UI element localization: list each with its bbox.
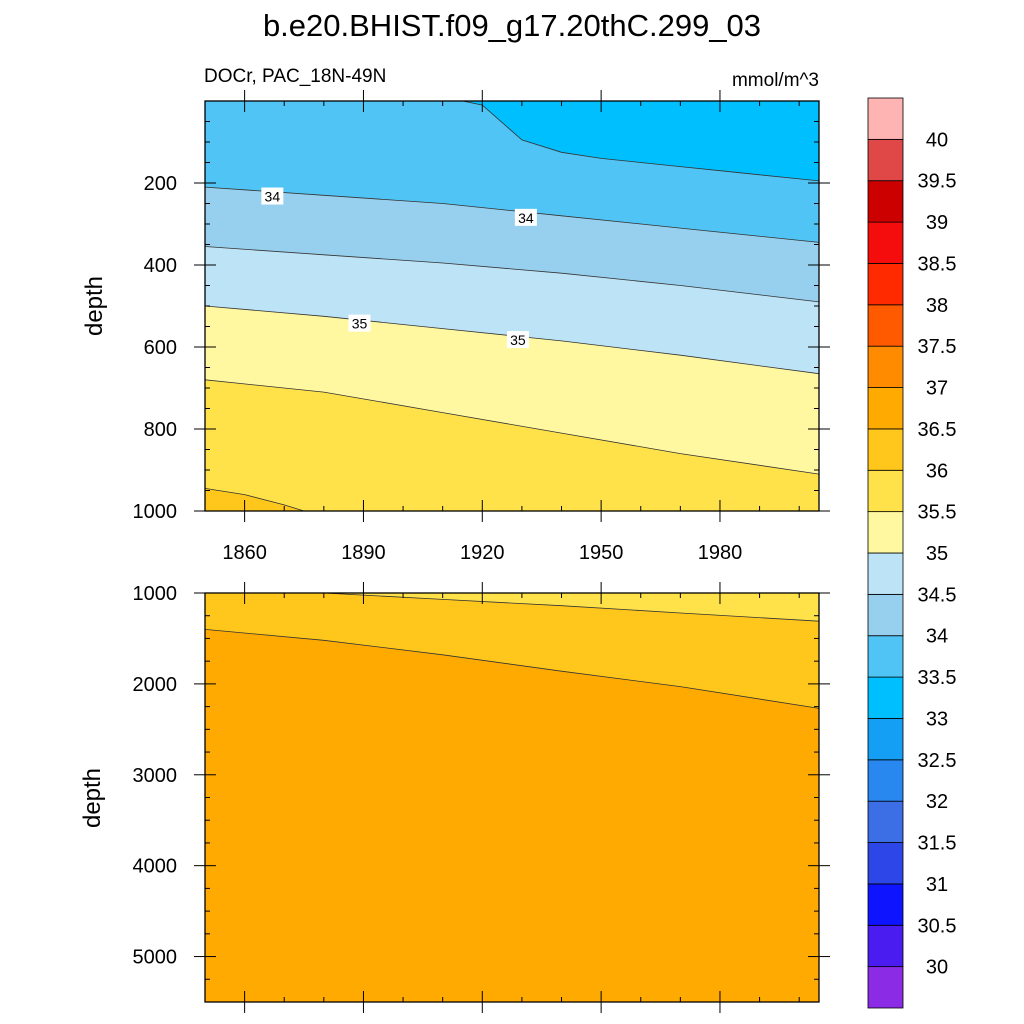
contour-label-bg-1 (514, 208, 537, 226)
contour-line-0-5 (204, 488, 305, 512)
y-tick-label: 2000 (133, 674, 178, 696)
contour-line-1-1 (204, 629, 820, 709)
contour-line-0-2 (204, 246, 820, 303)
colorbar-label: 39 (926, 212, 948, 234)
y-tick-label: 200 (144, 173, 177, 195)
y-tick-label: 4000 (133, 856, 178, 878)
x-tick-label: 1860 (222, 542, 267, 564)
upper-y-axis-label: depth (81, 276, 108, 336)
upper-panel: DOCr, PAC_18N-49N mmol/m^3 34 34 35 35 1860… (81, 66, 830, 564)
colorbar-box-5 (867, 759, 904, 802)
colorbar-label: 34.5 (918, 584, 957, 606)
colorbar-box-9 (867, 593, 904, 637)
colorbar-label: 40 (926, 129, 948, 151)
colorbar-label: 33 (926, 709, 948, 731)
colorbar-box-11 (867, 511, 904, 554)
y-tick-label: 600 (144, 337, 177, 359)
upper-left-label: DOCr, PAC_18N-49N (204, 66, 386, 87)
colorbar-box-13 (867, 428, 904, 471)
colorbar-label: 38 (926, 295, 948, 317)
colorbar-box-4 (867, 800, 904, 843)
colorbar-box-15 (867, 345, 904, 388)
upper-axes: 1860 1890 1920 1950 1980 200 400 600 800 1000 (133, 90, 830, 564)
y-tick-label: 800 (144, 419, 177, 441)
colorbar-label: 31 (926, 874, 948, 896)
y-tick-label: 1000 (133, 501, 178, 523)
colorbar-label: 30 (926, 957, 948, 979)
upper-contour-lines (204, 100, 820, 512)
colorbar-box-20 (867, 138, 904, 182)
colorbar-label: 32 (926, 791, 948, 813)
contour-label-bg-2 (348, 314, 371, 332)
contour-band-1-0 (205, 593, 819, 622)
lower-axes: 1000 2000 3000 4000 5000 (133, 582, 830, 1013)
contour-label-bg-3 (506, 331, 529, 349)
upper-contour-labels: 34 34 35 35 (261, 187, 537, 349)
colorbar-label: 36 (926, 460, 948, 482)
x-tick-label: 1950 (579, 542, 624, 564)
colorbar-box-7 (867, 676, 904, 719)
contour-label-3: 35 (510, 332, 526, 348)
colorbar-box-18 (867, 221, 904, 264)
colorbar-label: 36.5 (918, 419, 957, 441)
y-tick-label: 5000 (133, 947, 178, 969)
y-tick-label: 3000 (133, 765, 178, 787)
contour-band-1-1 (205, 593, 819, 709)
colorbar-label: 38.5 (918, 254, 957, 276)
contour-band-1-2 (205, 593, 819, 1002)
upper-contour-fills (205, 101, 819, 511)
colorbar-box-6 (867, 718, 904, 761)
colorbar-label: 34 (926, 626, 948, 648)
upper-units-label: mmol/m^3 (732, 70, 819, 91)
contour-label-0: 34 (265, 189, 281, 205)
colorbar-label: 39.5 (918, 171, 957, 193)
contour-band-0-0 (205, 101, 819, 181)
x-tick-label: 1980 (698, 542, 743, 564)
colorbar-box-10 (867, 552, 904, 595)
contour-line-0-4 (204, 379, 820, 475)
colorbar-box-0 (867, 966, 904, 1009)
colorbar-box-12 (867, 469, 904, 513)
lower-y-axis-label: depth (79, 768, 106, 828)
colorbar-label: 35.5 (918, 502, 957, 524)
contour-line-0-1 (204, 186, 820, 243)
contour-label-bg-0 (261, 187, 284, 205)
colorbar-box-2 (867, 883, 904, 926)
chart-title: b.e20.BHIST.f09_g17.20thC.299_03 (263, 8, 761, 43)
colorbar-box-8 (867, 635, 904, 678)
contour-line-0-3 (204, 305, 820, 375)
colorbar-box-21 (867, 97, 904, 140)
colorbar-label: 35 (926, 543, 948, 565)
contour-label-2: 35 (352, 316, 368, 332)
colorbar-label: 33.5 (918, 667, 957, 689)
colorbar-box-1 (867, 924, 904, 968)
colorbar: 30 30.5 31 31.5 32 32.5 33 33.5 34 34.5 35 35.5 36 36… (867, 97, 957, 1009)
colorbar-box-14 (867, 387, 904, 430)
contour-label-1: 34 (518, 210, 534, 226)
x-tick-label: 1890 (341, 542, 386, 564)
colorbar-box-16 (867, 304, 904, 347)
colorbar-label: 32.5 (918, 750, 957, 772)
lower-panel: 1000 2000 3000 4000 5000 depth (79, 582, 830, 1013)
colorbar-box-17 (867, 263, 904, 306)
y-tick-label: 400 (144, 255, 177, 277)
y-tick-label: 1000 (133, 583, 178, 605)
colorbar-label: 30.5 (918, 915, 957, 937)
lower-contour-fills (205, 593, 819, 1002)
colorbar-label: 37.5 (918, 336, 957, 358)
colorbar-label: 31.5 (918, 833, 957, 855)
colorbar-box-3 (867, 842, 904, 885)
colorbar-box-19 (867, 180, 904, 223)
colorbar-label: 37 (926, 378, 948, 400)
contour-line-0-0 (462, 100, 820, 182)
x-tick-label: 1920 (460, 542, 505, 564)
